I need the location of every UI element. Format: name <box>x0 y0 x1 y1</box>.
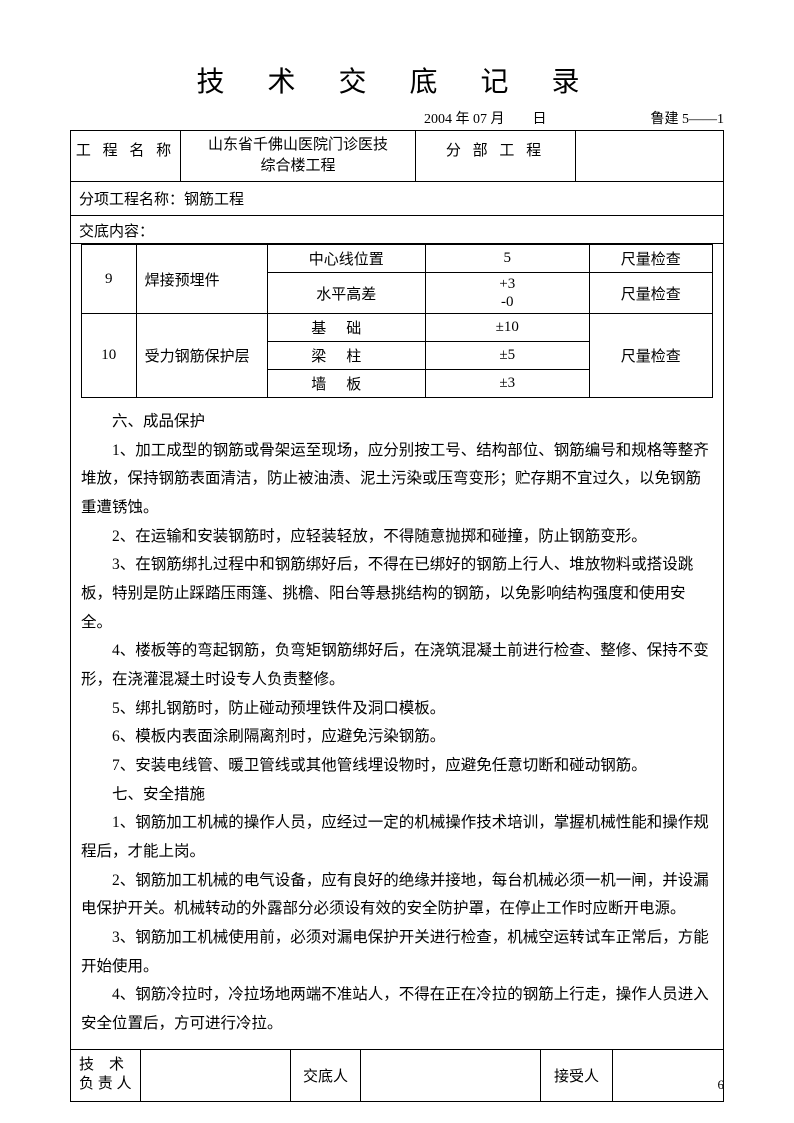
table-row: 9 焊接预埋件 中心线位置 5 尺量检查 <box>82 245 713 273</box>
paragraph: 5、绑扎钢筋时，防止碰动预埋铁件及洞口模板。 <box>81 695 713 724</box>
paragraph: 1、钢筋加工机械的操作人员，应经过一定的机械操作技术培训，掌握机械性能和操作规程… <box>81 809 713 866</box>
cell-val: ±10 <box>425 314 589 342</box>
paragraph: 3、在钢筋绑扎过程中和钢筋绑好后，不得在已绑好的钢筋上行人、堆放物料或搭设跳板，… <box>81 551 713 637</box>
disclose-label: 交底人 <box>291 1050 361 1101</box>
cell-item: 基础 <box>267 314 425 342</box>
paragraph: 2、钢筋加工机械的电气设备，应有良好的绝缘并接地，每台机械必须一机一闸，并设漏电… <box>81 867 713 924</box>
header-row: 工 程 名 称 山东省千佛山医院门诊医技 综合楼工程 分 部 工 程 <box>71 131 723 182</box>
tech-lead-value <box>141 1050 291 1101</box>
cell-chk: 尺量检查 <box>589 245 712 273</box>
receiver-value <box>613 1050 723 1101</box>
cell-val: ±5 <box>425 342 589 370</box>
content-label: 交底内容： <box>71 216 723 244</box>
paragraph: 7、安装电线管、暖卫管线或其他管线埋设物时，应避免任意切断和碰动钢筋。 <box>81 752 713 781</box>
document-title: 技 术 交 底 记 录 <box>70 60 724 100</box>
date-text: 2004 年 07 月 日 <box>424 108 624 128</box>
cell-item: 梁柱 <box>267 342 425 370</box>
division-value <box>576 131 723 181</box>
disclose-value <box>361 1050 541 1101</box>
signature-row: 技 术负 责 人 交底人 接受人 <box>71 1050 723 1101</box>
paragraph: 6、模板内表面涂刷隔离剂时，应避免污染钢筋。 <box>81 723 713 752</box>
division-label: 分 部 工 程 <box>416 131 576 181</box>
paragraph: 4、钢筋冷拉时，冷拉场地两端不准站人，不得在正在冷拉的钢筋上行走，操作人员进入安… <box>81 981 713 1038</box>
paragraph: 六、成品保护 <box>81 408 713 437</box>
paragraph: 七、安全措施 <box>81 781 713 810</box>
body-text: 六、成品保护1、加工成型的钢筋或骨架运至现场，应分别按工号、结构部位、钢筋编号和… <box>81 404 713 1049</box>
cell-item: 墙板 <box>267 370 425 398</box>
row-num: 9 <box>82 245 137 314</box>
cell-chk: 尺量检查 <box>589 314 712 398</box>
cell-item: 中心线位置 <box>267 245 425 273</box>
row-name: 焊接预埋件 <box>136 245 267 314</box>
paragraph: 4、楼板等的弯起钢筋，负弯矩钢筋绑好后，在浇筑混凝土前进行检查、整修、保持不变形… <box>81 637 713 694</box>
subproject-row: 分项工程名称：钢筋工程 <box>71 182 723 216</box>
main-frame: 工 程 名 称 山东省千佛山医院门诊医技 综合楼工程 分 部 工 程 分项工程名… <box>70 130 724 1102</box>
cell-val: 5 <box>425 245 589 273</box>
paragraph: 1、加工成型的钢筋或骨架运至现场，应分别按工号、结构部位、钢筋编号和规格等整齐堆… <box>81 437 713 523</box>
page-number: 6 <box>718 1077 725 1093</box>
receiver-label: 接受人 <box>541 1050 613 1101</box>
cell-chk: 尺量检查 <box>589 273 712 314</box>
cell-val: +3 -0 <box>425 273 589 314</box>
project-name-label: 工 程 名 称 <box>71 131 181 181</box>
form-number: 鲁建 5——1 <box>624 108 724 128</box>
project-name-value: 山东省千佛山医院门诊医技 综合楼工程 <box>181 131 416 181</box>
table-row: 10 受力钢筋保护层 基础 ±10 尺量检查 <box>82 314 713 342</box>
val-l2: -0 <box>501 294 514 310</box>
date-line: 2004 年 07 月 日 鲁建 5——1 <box>70 108 724 128</box>
row-num: 10 <box>82 314 137 398</box>
tech-lead-label: 技 术负 责 人 <box>71 1050 141 1101</box>
project-name-l1: 山东省千佛山医院门诊医技 <box>208 137 388 153</box>
paragraph: 2、在运输和安装钢筋时，应轻装轻放，不得随意抛掷和碰撞，防止钢筋变形。 <box>81 523 713 552</box>
project-name-l2: 综合楼工程 <box>260 158 335 174</box>
paragraph: 3、钢筋加工机械使用前，必须对漏电保护开关进行检查，机械空运转试车正常后，方能开… <box>81 924 713 981</box>
cell-val: ±3 <box>425 370 589 398</box>
row-name: 受力钢筋保护层 <box>136 314 267 398</box>
val-l1: +3 <box>499 276 515 292</box>
inspection-table: 9 焊接预埋件 中心线位置 5 尺量检查 水平高差 +3 -0 尺量检查 10 … <box>81 244 713 398</box>
cell-item: 水平高差 <box>267 273 425 314</box>
